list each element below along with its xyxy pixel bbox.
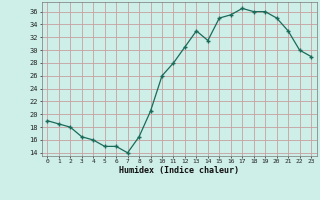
X-axis label: Humidex (Indice chaleur): Humidex (Indice chaleur)	[119, 166, 239, 175]
